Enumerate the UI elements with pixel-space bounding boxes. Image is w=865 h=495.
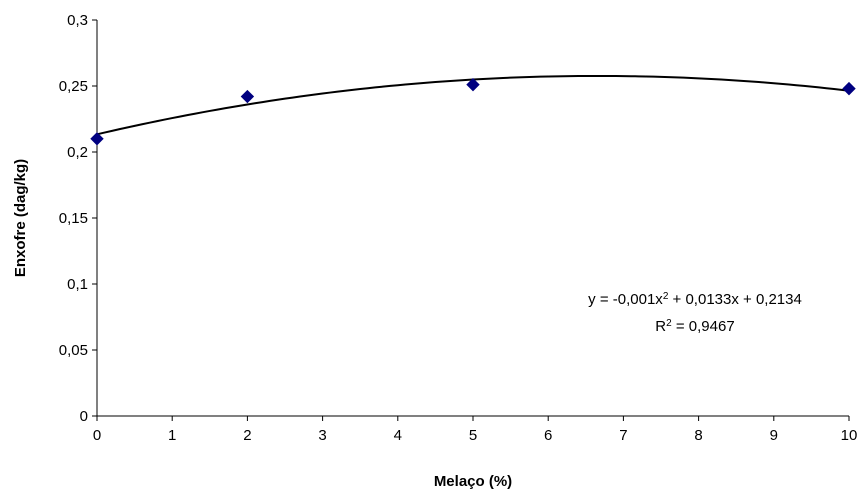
x-tick-label: 4: [394, 427, 402, 444]
x-tick-label: 9: [770, 427, 778, 444]
x-tick-label: 3: [318, 427, 326, 444]
r-squared-label: R2 = 0,9467: [655, 318, 734, 336]
x-tick-label: 5: [469, 427, 477, 444]
y-tick-label: 0,2: [67, 144, 88, 161]
x-tick-label: 8: [694, 427, 702, 444]
x-axis-ticks: 0 1 2 3 4 5 6 7 8 9 10: [93, 416, 858, 444]
x-axis-title: Melaço (%): [434, 473, 512, 490]
y-tick-label: 0,25: [59, 78, 88, 95]
y-tick-label: 0,1: [67, 276, 88, 293]
data-point: [240, 89, 255, 104]
data-point: [90, 132, 104, 146]
trend-equation: y = -0,001x2 + 0,0133x + 0,2134: [588, 291, 802, 309]
data-point: [466, 77, 480, 92]
y-axis-ticks: 0 0,05 0,1 0,15 0,2 0,25 0,3: [59, 12, 97, 425]
y-tick-label: 0,05: [59, 342, 88, 359]
y-tick-label: 0: [80, 408, 88, 425]
x-tick-label: 6: [544, 427, 552, 444]
x-tick-label: 0: [93, 427, 101, 444]
y-tick-label: 0,3: [67, 12, 88, 29]
y-axis-title: Enxofre (dag/kg): [12, 159, 29, 277]
data-point: [842, 81, 856, 96]
x-tick-label: 10: [841, 427, 858, 444]
data-points: [90, 77, 856, 146]
y-tick-label: 0,15: [59, 210, 88, 227]
x-tick-label: 2: [243, 427, 251, 444]
x-tick-label: 1: [168, 427, 176, 444]
x-tick-label: 7: [619, 427, 627, 444]
